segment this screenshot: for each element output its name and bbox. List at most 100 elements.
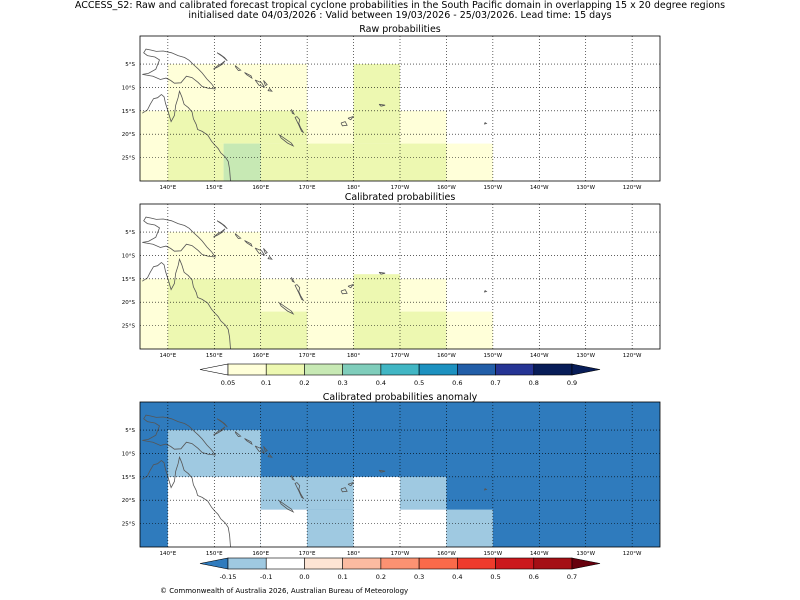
anom-colorbar: -0.15 -0.1 0.0 0.1 0.2 0.3 0.4 0.5 0.6 0.7 (199, 557, 601, 581)
coastline (254, 445, 266, 454)
x-tick-label: 160°W (437, 353, 456, 359)
calibrated-cell-9 (446, 311, 493, 349)
coastline (347, 283, 355, 289)
coastline (213, 228, 226, 238)
prob-colorbar-label: 0.2 (299, 379, 309, 387)
coastline (278, 302, 295, 315)
coastline (142, 455, 231, 548)
figure-title-line-1: ACCESS_S2: Raw and calibrated forecast t… (74, 0, 726, 11)
x-tick-label: 140°W (530, 353, 549, 359)
x-tick-label: 140°E (159, 551, 176, 557)
raw-cell-0 (140, 110, 168, 181)
calibrated-cell-0 (140, 278, 168, 349)
x-tick-label: 170°W (391, 551, 410, 557)
prob-colorbar-label: 0.3 (337, 379, 347, 387)
coastline (142, 257, 231, 350)
calibrated-cell-4 (260, 311, 308, 349)
anomaly-panel-title: Calibrated probabilities anomaly (322, 392, 478, 403)
raw-cell-10 (400, 110, 447, 144)
raw-frame (139, 35, 661, 182)
x-tick-label: 170°E (299, 185, 316, 191)
coastline (216, 418, 228, 428)
raw-cell-2 (167, 110, 215, 181)
coastline (216, 52, 228, 62)
coastline (142, 216, 217, 258)
anomaly-cell-5 (353, 476, 400, 547)
anom-colorbar-label: 0.0 (299, 573, 309, 581)
y-tick-label: 5°S (125, 428, 135, 434)
coastline (483, 290, 488, 293)
calibrated-cell-6 (353, 274, 400, 349)
x-tick-label: 170°W (391, 185, 410, 191)
calibrated-cell-5 (307, 278, 354, 349)
anom-colorbar-segment (304, 557, 343, 570)
anom-colorbar-extend-max (571, 557, 601, 570)
coastline (142, 89, 231, 182)
anom-colorbar-segment (227, 557, 267, 570)
x-tick-label: 160°W (437, 551, 456, 557)
anom-colorbar-segment (265, 557, 305, 570)
prob-colorbar-segment (380, 363, 420, 376)
anom-colorbar-label: 0.2 (376, 573, 386, 581)
calibrated-cell-7 (400, 278, 447, 312)
x-tick-label: 160°W (437, 185, 456, 191)
anomaly-map: 140°E 150°E 160°E 170°E 180° 170°W 160°W 150°W 1… (122, 401, 661, 557)
prob-colorbar-label: 0.05 (221, 379, 235, 387)
prob-colorbar-segment (227, 363, 267, 376)
coastline (244, 438, 253, 446)
raw-panel-title: Raw probabilities (359, 24, 441, 35)
y-tick-label: 25°S (122, 156, 136, 162)
prob-colorbar-segment (457, 363, 496, 376)
figure-title-line-2: initialised date 04/03/2026 : Valid betw… (188, 10, 612, 21)
prob-colorbar-label: 0.8 (529, 379, 539, 387)
anom-colorbar-segment (380, 557, 420, 570)
coastline (294, 284, 305, 302)
prob-colorbar-extend-max (571, 363, 601, 376)
coastline (263, 248, 268, 255)
coastline (378, 469, 386, 473)
coastline (291, 277, 296, 284)
coastline (216, 220, 228, 230)
y-tick-label: 20°S (122, 300, 136, 306)
y-tick-label: 20°S (122, 498, 136, 504)
x-tick-label: 180° (347, 185, 360, 191)
y-tick-label: 15°S (122, 475, 136, 481)
coastline (340, 289, 348, 295)
prob-colorbar-label: 0.1 (261, 379, 271, 387)
prob-colorbar-segment (418, 363, 458, 376)
prob-colorbar-extend-min (199, 363, 229, 376)
anomaly-frame (139, 401, 661, 548)
prob-colorbar: 0.05 0.1 0.2 0.3 0.4 0.5 0.6 0.7 0.8 0.9 (199, 363, 601, 387)
coastline (291, 109, 296, 116)
anom-colorbar-segment (342, 557, 382, 570)
raw-map: 140°E 150°E 160°E 170°E 180° 170°W 160°W 150°W 1… (122, 35, 661, 191)
y-tick-label: 15°S (122, 109, 136, 115)
anom-colorbar-segment (418, 557, 458, 570)
x-tick-label: 170°W (391, 353, 410, 359)
coastline (294, 116, 305, 134)
coastline (234, 65, 242, 72)
coastline (142, 48, 217, 90)
coastline (254, 79, 266, 88)
anom-colorbar-label: 0.7 (567, 573, 577, 581)
coastline (347, 481, 355, 487)
anom-colorbar-label: 0.3 (414, 573, 424, 581)
coastline (263, 446, 268, 453)
y-tick-label: 10°S (122, 85, 136, 91)
raw-cell-6 (260, 143, 308, 181)
x-tick-label: 140°E (159, 185, 176, 191)
x-tick-label: 130°W (576, 353, 595, 359)
coastline (267, 88, 273, 92)
anomaly-cell-8 (446, 509, 493, 547)
calibrated-cell-3 (167, 278, 261, 349)
coastline (278, 500, 295, 513)
coastline (234, 233, 242, 240)
x-tick-label: 140°E (159, 353, 176, 359)
x-tick-label: 150°W (484, 353, 503, 359)
coastline (294, 482, 305, 500)
x-tick-label: 150°E (206, 551, 223, 557)
x-tick-label: 130°W (576, 185, 595, 191)
y-tick-label: 15°S (122, 277, 136, 283)
prob-colorbar-segment (342, 363, 382, 376)
